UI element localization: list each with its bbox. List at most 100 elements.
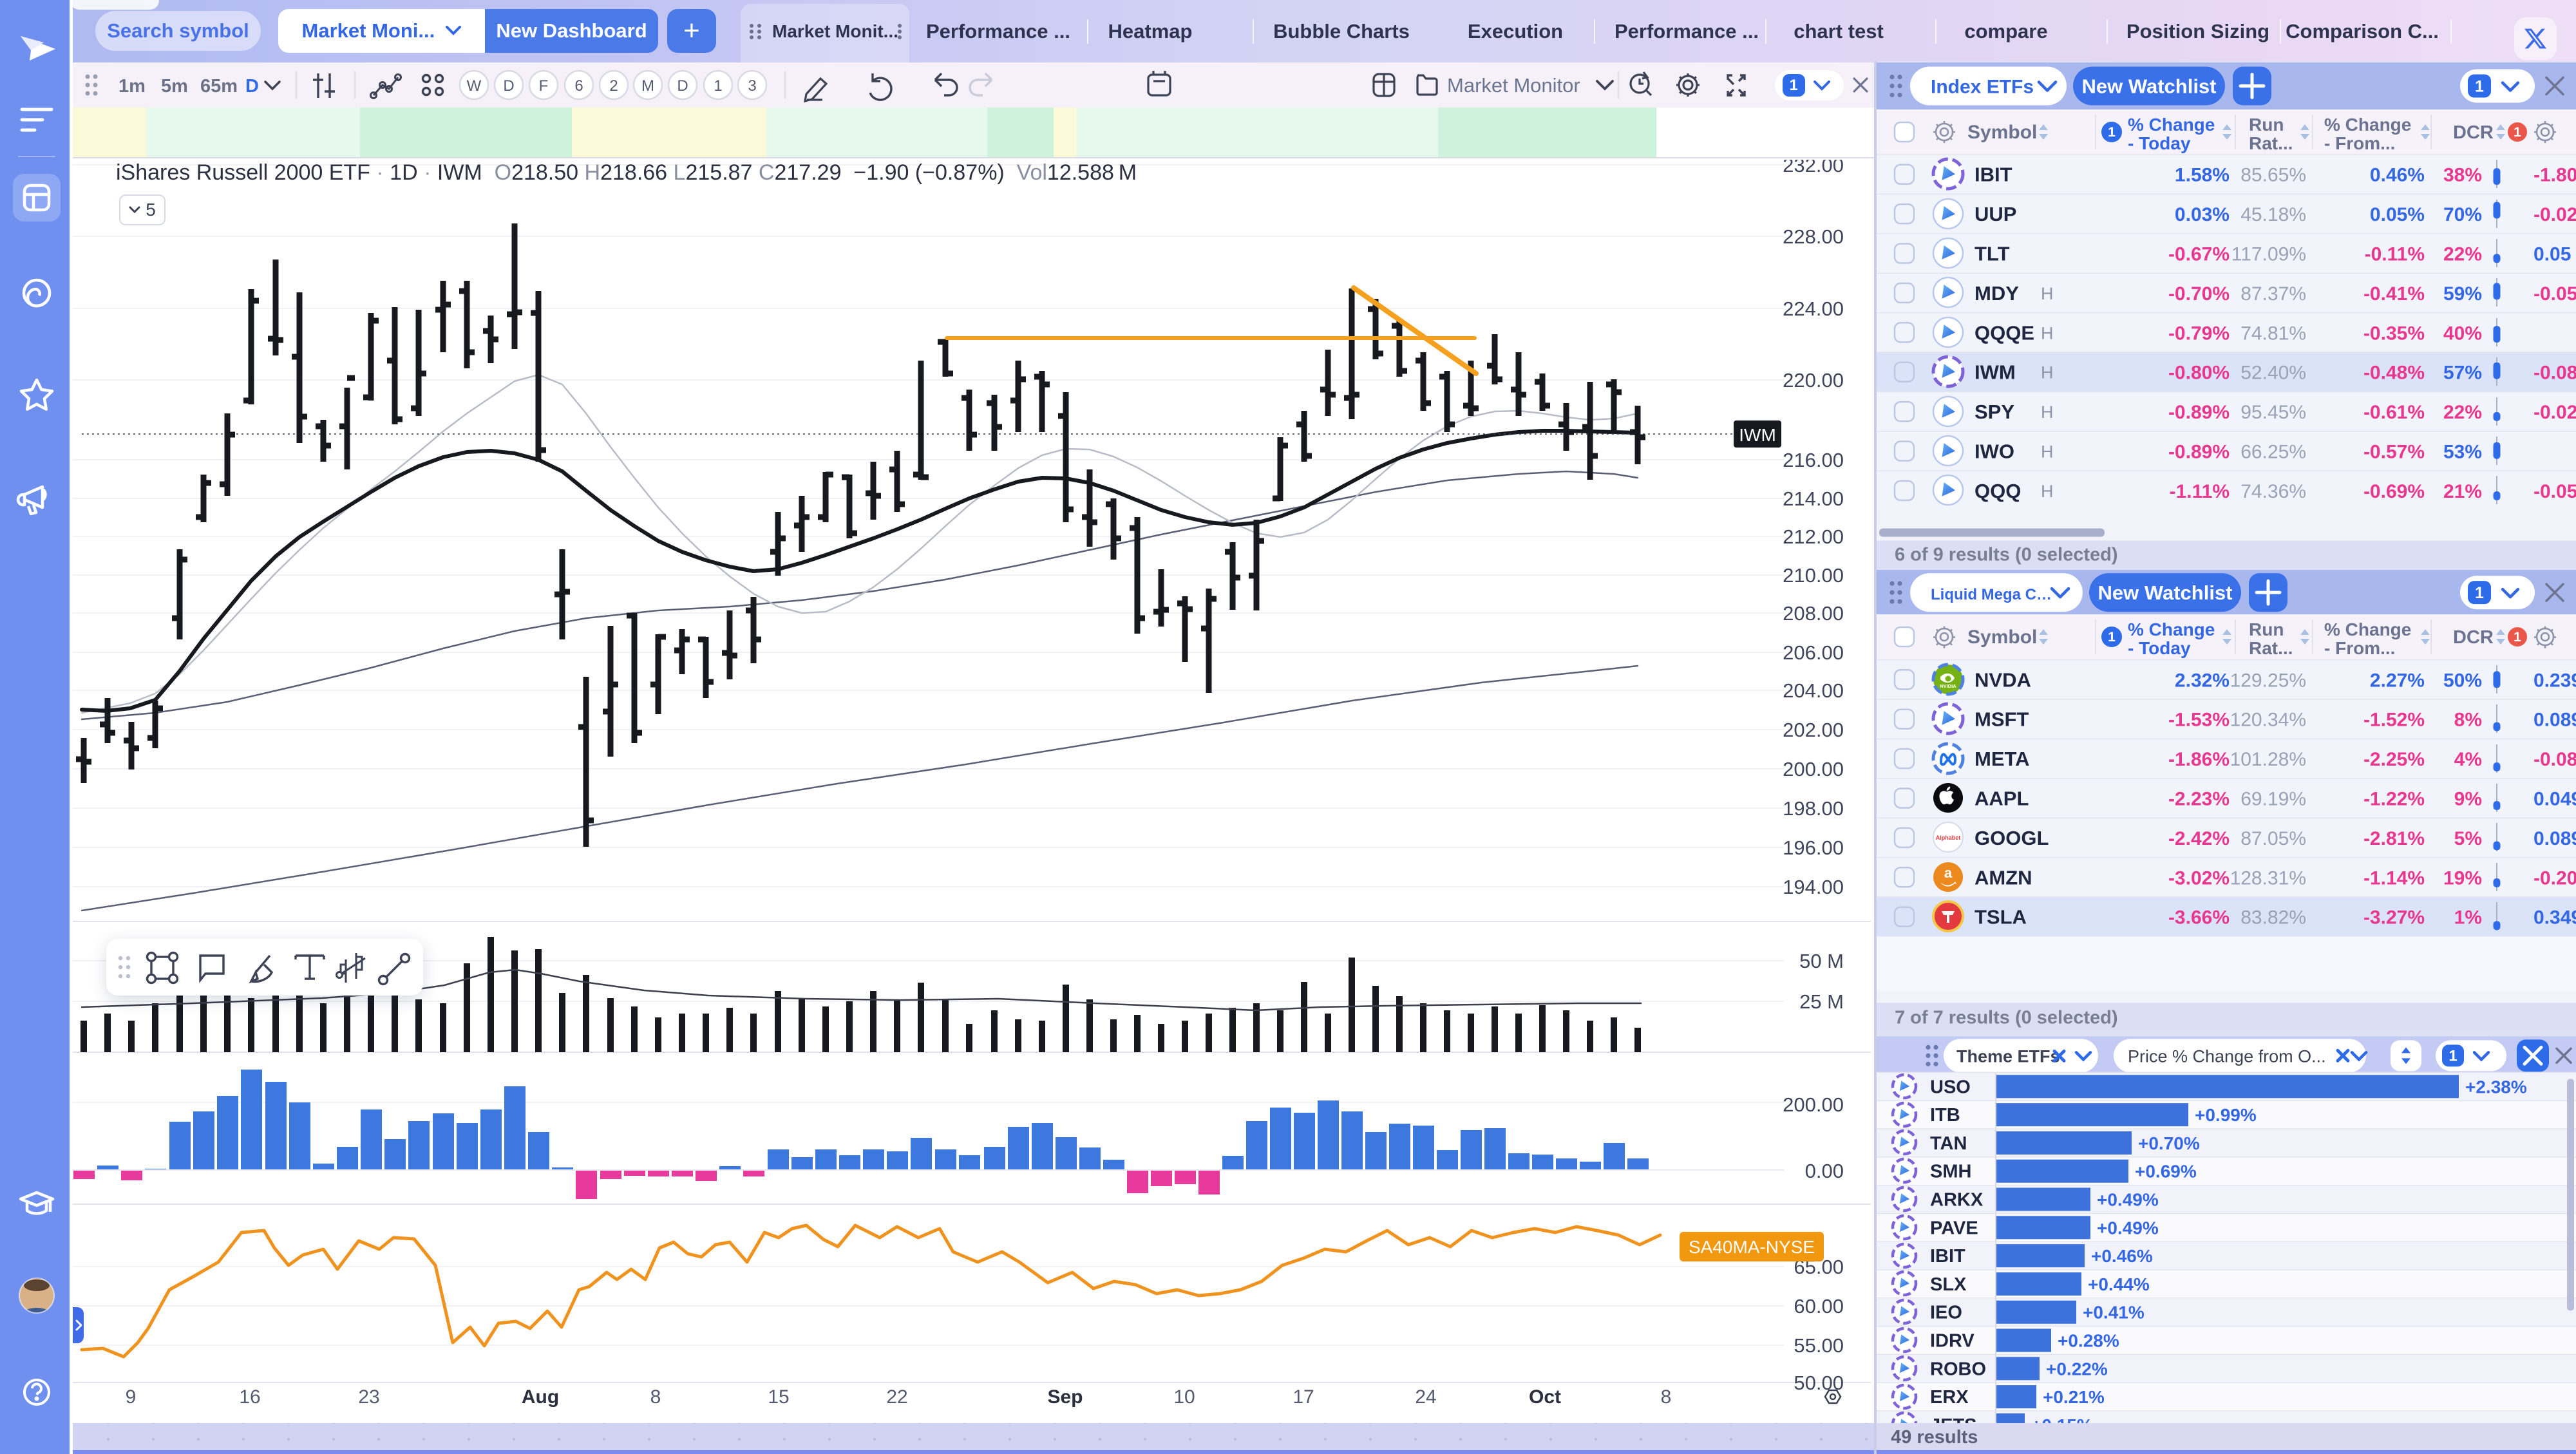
svg-text:AMZN: AMZN <box>1975 866 2032 889</box>
svg-text:-0.02: -0.02 <box>2533 204 2576 225</box>
svg-text:-0.57%: -0.57% <box>2363 442 2425 463</box>
svg-text:0.00: 0.00 <box>1805 1160 1844 1182</box>
svg-text:-0.089: -0.089 <box>2533 749 2576 770</box>
svg-text:0.239: 0.239 <box>2533 670 2576 691</box>
svg-text:70%: 70% <box>2443 204 2482 225</box>
svg-text:198.00: 198.00 <box>1783 797 1844 820</box>
svg-text:216.00: 216.00 <box>1783 449 1844 471</box>
svg-text:-0.08: -0.08 <box>2533 363 2576 384</box>
svg-text:196.00: 196.00 <box>1783 836 1844 859</box>
svg-text:MDY: MDY <box>1975 282 2019 305</box>
svg-text:TLT: TLT <box>1975 243 2010 265</box>
svg-text:228.00: 228.00 <box>1783 225 1844 248</box>
svg-text:40%: 40% <box>2443 323 2482 344</box>
svg-text:-1.80: -1.80 <box>2533 165 2576 186</box>
svg-text:57%: 57% <box>2443 363 2482 384</box>
svg-text:45.18%: 45.18% <box>2240 204 2306 225</box>
svg-text:10: 10 <box>1173 1386 1195 1408</box>
svg-text:+0.44%: +0.44% <box>2088 1274 2150 1294</box>
svg-text:-2.42%: -2.42% <box>2168 828 2230 849</box>
svg-text:Aug: Aug <box>522 1386 559 1408</box>
svg-text:+0.49%: +0.49% <box>2097 1218 2159 1238</box>
svg-text:+0.99%: +0.99% <box>2195 1105 2257 1125</box>
svg-text:Oct: Oct <box>1529 1386 1561 1408</box>
svg-text:66.25%: 66.25% <box>2240 442 2306 463</box>
svg-text:0.089: 0.089 <box>2533 710 2576 731</box>
svg-text:38%: 38% <box>2443 165 2482 186</box>
svg-text:-3.66%: -3.66% <box>2168 907 2230 929</box>
svg-text:- From...: - From... <box>2324 638 2395 658</box>
svg-text:Rat...: Rat... <box>2249 133 2293 153</box>
svg-text:D: D <box>677 77 688 95</box>
svg-text:0.05%: 0.05% <box>2370 204 2425 225</box>
svg-text:224.00: 224.00 <box>1783 297 1844 320</box>
svg-text:-3.02%: -3.02% <box>2168 867 2230 889</box>
svg-text:87.05%: 87.05% <box>2240 828 2306 849</box>
svg-text:-0.02: -0.02 <box>2533 402 2576 423</box>
svg-text:22: 22 <box>886 1386 907 1408</box>
svg-text:2: 2 <box>609 77 618 95</box>
svg-text:Symbol: Symbol <box>1967 122 2037 143</box>
svg-text:ERX: ERX <box>1930 1387 1969 1408</box>
svg-text:74.36%: 74.36% <box>2240 481 2306 502</box>
svg-text:% Change: % Change <box>2324 115 2411 135</box>
svg-text:-0.79%: -0.79% <box>2168 323 2230 344</box>
svg-text:1: 1 <box>2108 125 2116 140</box>
svg-text:-2.23%: -2.23% <box>2168 789 2230 810</box>
svg-text:New Watchlist: New Watchlist <box>2082 75 2217 98</box>
svg-text:USO: USO <box>1930 1077 1971 1097</box>
svg-text:SA40MA-NYSE: SA40MA-NYSE <box>1689 1237 1815 1257</box>
svg-text:Run: Run <box>2249 115 2284 135</box>
svg-text:H: H <box>2041 363 2054 382</box>
svg-text:8: 8 <box>650 1386 661 1408</box>
svg-text:- From...: - From... <box>2324 133 2395 153</box>
svg-text:New Watchlist: New Watchlist <box>2098 581 2233 604</box>
svg-text:-0.05: -0.05 <box>2533 481 2576 502</box>
svg-text:-2.25%: -2.25% <box>2363 749 2425 770</box>
svg-text:D: D <box>245 76 259 97</box>
svg-text:232.00: 232.00 <box>1783 160 1844 176</box>
svg-text:9%: 9% <box>2454 789 2482 810</box>
svg-text:a: a <box>1944 865 1953 881</box>
svg-text:% Change: % Change <box>2324 619 2411 639</box>
svg-text:% Change: % Change <box>2128 115 2215 135</box>
svg-text:220.00: 220.00 <box>1783 369 1844 392</box>
svg-text:IWO: IWO <box>1975 440 2014 463</box>
svg-text:65m: 65m <box>200 76 238 97</box>
svg-text:-0.41%: -0.41% <box>2363 283 2425 305</box>
svg-text:210.00: 210.00 <box>1783 564 1844 587</box>
svg-text:QQQ: QQQ <box>1975 480 2021 502</box>
svg-text:Symbol: Symbol <box>1967 627 2037 648</box>
svg-text:19%: 19% <box>2443 867 2482 889</box>
svg-text:52.40%: 52.40% <box>2240 363 2306 384</box>
svg-text:+0.49%: +0.49% <box>2097 1190 2159 1210</box>
svg-text:D: D <box>503 77 514 95</box>
svg-text:202.00: 202.00 <box>1783 719 1844 741</box>
svg-text:59%: 59% <box>2443 283 2482 305</box>
svg-text:H: H <box>2041 482 2054 501</box>
svg-text:QQQE: QQQE <box>1975 321 2034 344</box>
svg-text:4%: 4% <box>2454 749 2482 770</box>
svg-text:214.00: 214.00 <box>1783 487 1844 510</box>
svg-text:74.81%: 74.81% <box>2240 323 2306 344</box>
svg-text:0.46%: 0.46% <box>2370 165 2425 186</box>
svg-text:204.00: 204.00 <box>1783 679 1844 702</box>
svg-text:ARKX: ARKX <box>1930 1190 1984 1211</box>
svg-text:MSFT: MSFT <box>1975 708 2029 731</box>
svg-text:-1.14%: -1.14% <box>2363 867 2425 889</box>
svg-text:- Today: - Today <box>2128 638 2191 658</box>
svg-text:W: W <box>467 77 482 95</box>
svg-text:% Change: % Change <box>2128 619 2215 639</box>
svg-text:2.27%: 2.27% <box>2370 670 2425 691</box>
svg-text:-1.86%: -1.86% <box>2168 749 2230 770</box>
svg-text:15: 15 <box>768 1386 789 1408</box>
svg-text:-0.89%: -0.89% <box>2168 442 2230 463</box>
svg-text:0.03%: 0.03% <box>2175 204 2230 225</box>
svg-text:+0.28%: +0.28% <box>2058 1331 2119 1351</box>
svg-text:H: H <box>2041 284 2054 303</box>
svg-text:200.00: 200.00 <box>1783 758 1844 780</box>
svg-text:60.00: 60.00 <box>1794 1295 1844 1317</box>
svg-text:DCR: DCR <box>2453 122 2494 143</box>
svg-text:-0.35%: -0.35% <box>2363 323 2425 344</box>
svg-text:1: 1 <box>2514 125 2521 140</box>
